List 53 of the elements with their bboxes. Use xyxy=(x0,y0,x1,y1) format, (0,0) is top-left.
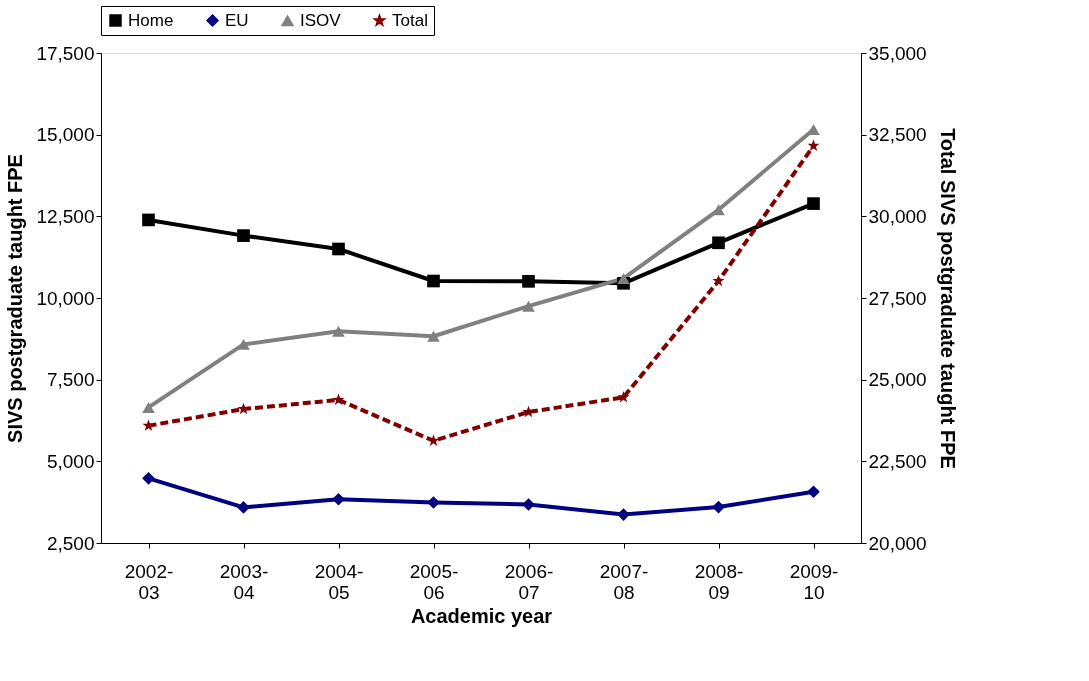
y-tick-label: 5,000 xyxy=(46,450,95,472)
y2-tick-label: 27,500 xyxy=(868,287,927,309)
point xyxy=(427,330,440,342)
point xyxy=(712,500,725,514)
point xyxy=(617,390,630,403)
point xyxy=(427,496,440,509)
point xyxy=(712,274,725,287)
point xyxy=(807,139,820,151)
legend-label: EU xyxy=(225,10,249,30)
y2-axis-title: Total SIVS postgraduate taught FPE xyxy=(936,128,959,469)
legend-label: Total xyxy=(392,10,428,30)
point xyxy=(142,401,155,413)
point xyxy=(332,325,345,337)
y-tick-label: 2,500 xyxy=(46,532,95,554)
point xyxy=(427,274,440,288)
point xyxy=(142,213,155,227)
y-tick-label: 15,000 xyxy=(36,124,95,146)
x-tick-label: 2004-05 xyxy=(314,560,364,603)
x-axis-title: Academic year xyxy=(410,604,553,627)
point xyxy=(332,393,345,406)
point xyxy=(807,485,820,499)
point xyxy=(332,492,345,506)
point xyxy=(237,501,250,514)
point xyxy=(807,197,820,210)
point xyxy=(237,229,250,242)
x-tick-label: 2006-07 xyxy=(504,560,554,603)
point xyxy=(522,498,535,511)
y-tick-label: 12,500 xyxy=(36,205,95,227)
x-tick-label: 2005-06 xyxy=(409,560,459,603)
legend-label: ISOV xyxy=(300,10,342,30)
y2-tick-label: 20,000 xyxy=(868,532,927,554)
y2-tick-label: 35,000 xyxy=(868,42,927,64)
point xyxy=(332,242,345,256)
point xyxy=(617,272,630,284)
y2-tick-label: 22,500 xyxy=(868,450,927,472)
point xyxy=(142,472,155,485)
y2-tick-label: 30,000 xyxy=(868,205,927,227)
point xyxy=(617,508,630,521)
x-tick-label: 2007-08 xyxy=(599,560,649,603)
point xyxy=(522,275,535,288)
x-tick-label: 2002-03 xyxy=(124,560,174,603)
point xyxy=(712,236,725,250)
legend-label: Home xyxy=(128,10,174,30)
y2-tick-label: 32,500 xyxy=(868,124,927,146)
x-tick-label: 2003-04 xyxy=(219,560,269,603)
x-tick-label: 2009-10 xyxy=(789,560,839,603)
y2-tick-label: 25,000 xyxy=(868,369,927,391)
y-tick-label: 7,500 xyxy=(46,369,95,391)
y-axis-title: SIVS postgraduate taught FPE xyxy=(4,154,27,443)
x-tick-label: 2008-09 xyxy=(694,560,744,603)
y-tick-label: 10,000 xyxy=(36,287,95,309)
y-tick-label: 17,500 xyxy=(36,42,95,64)
point xyxy=(522,300,535,312)
